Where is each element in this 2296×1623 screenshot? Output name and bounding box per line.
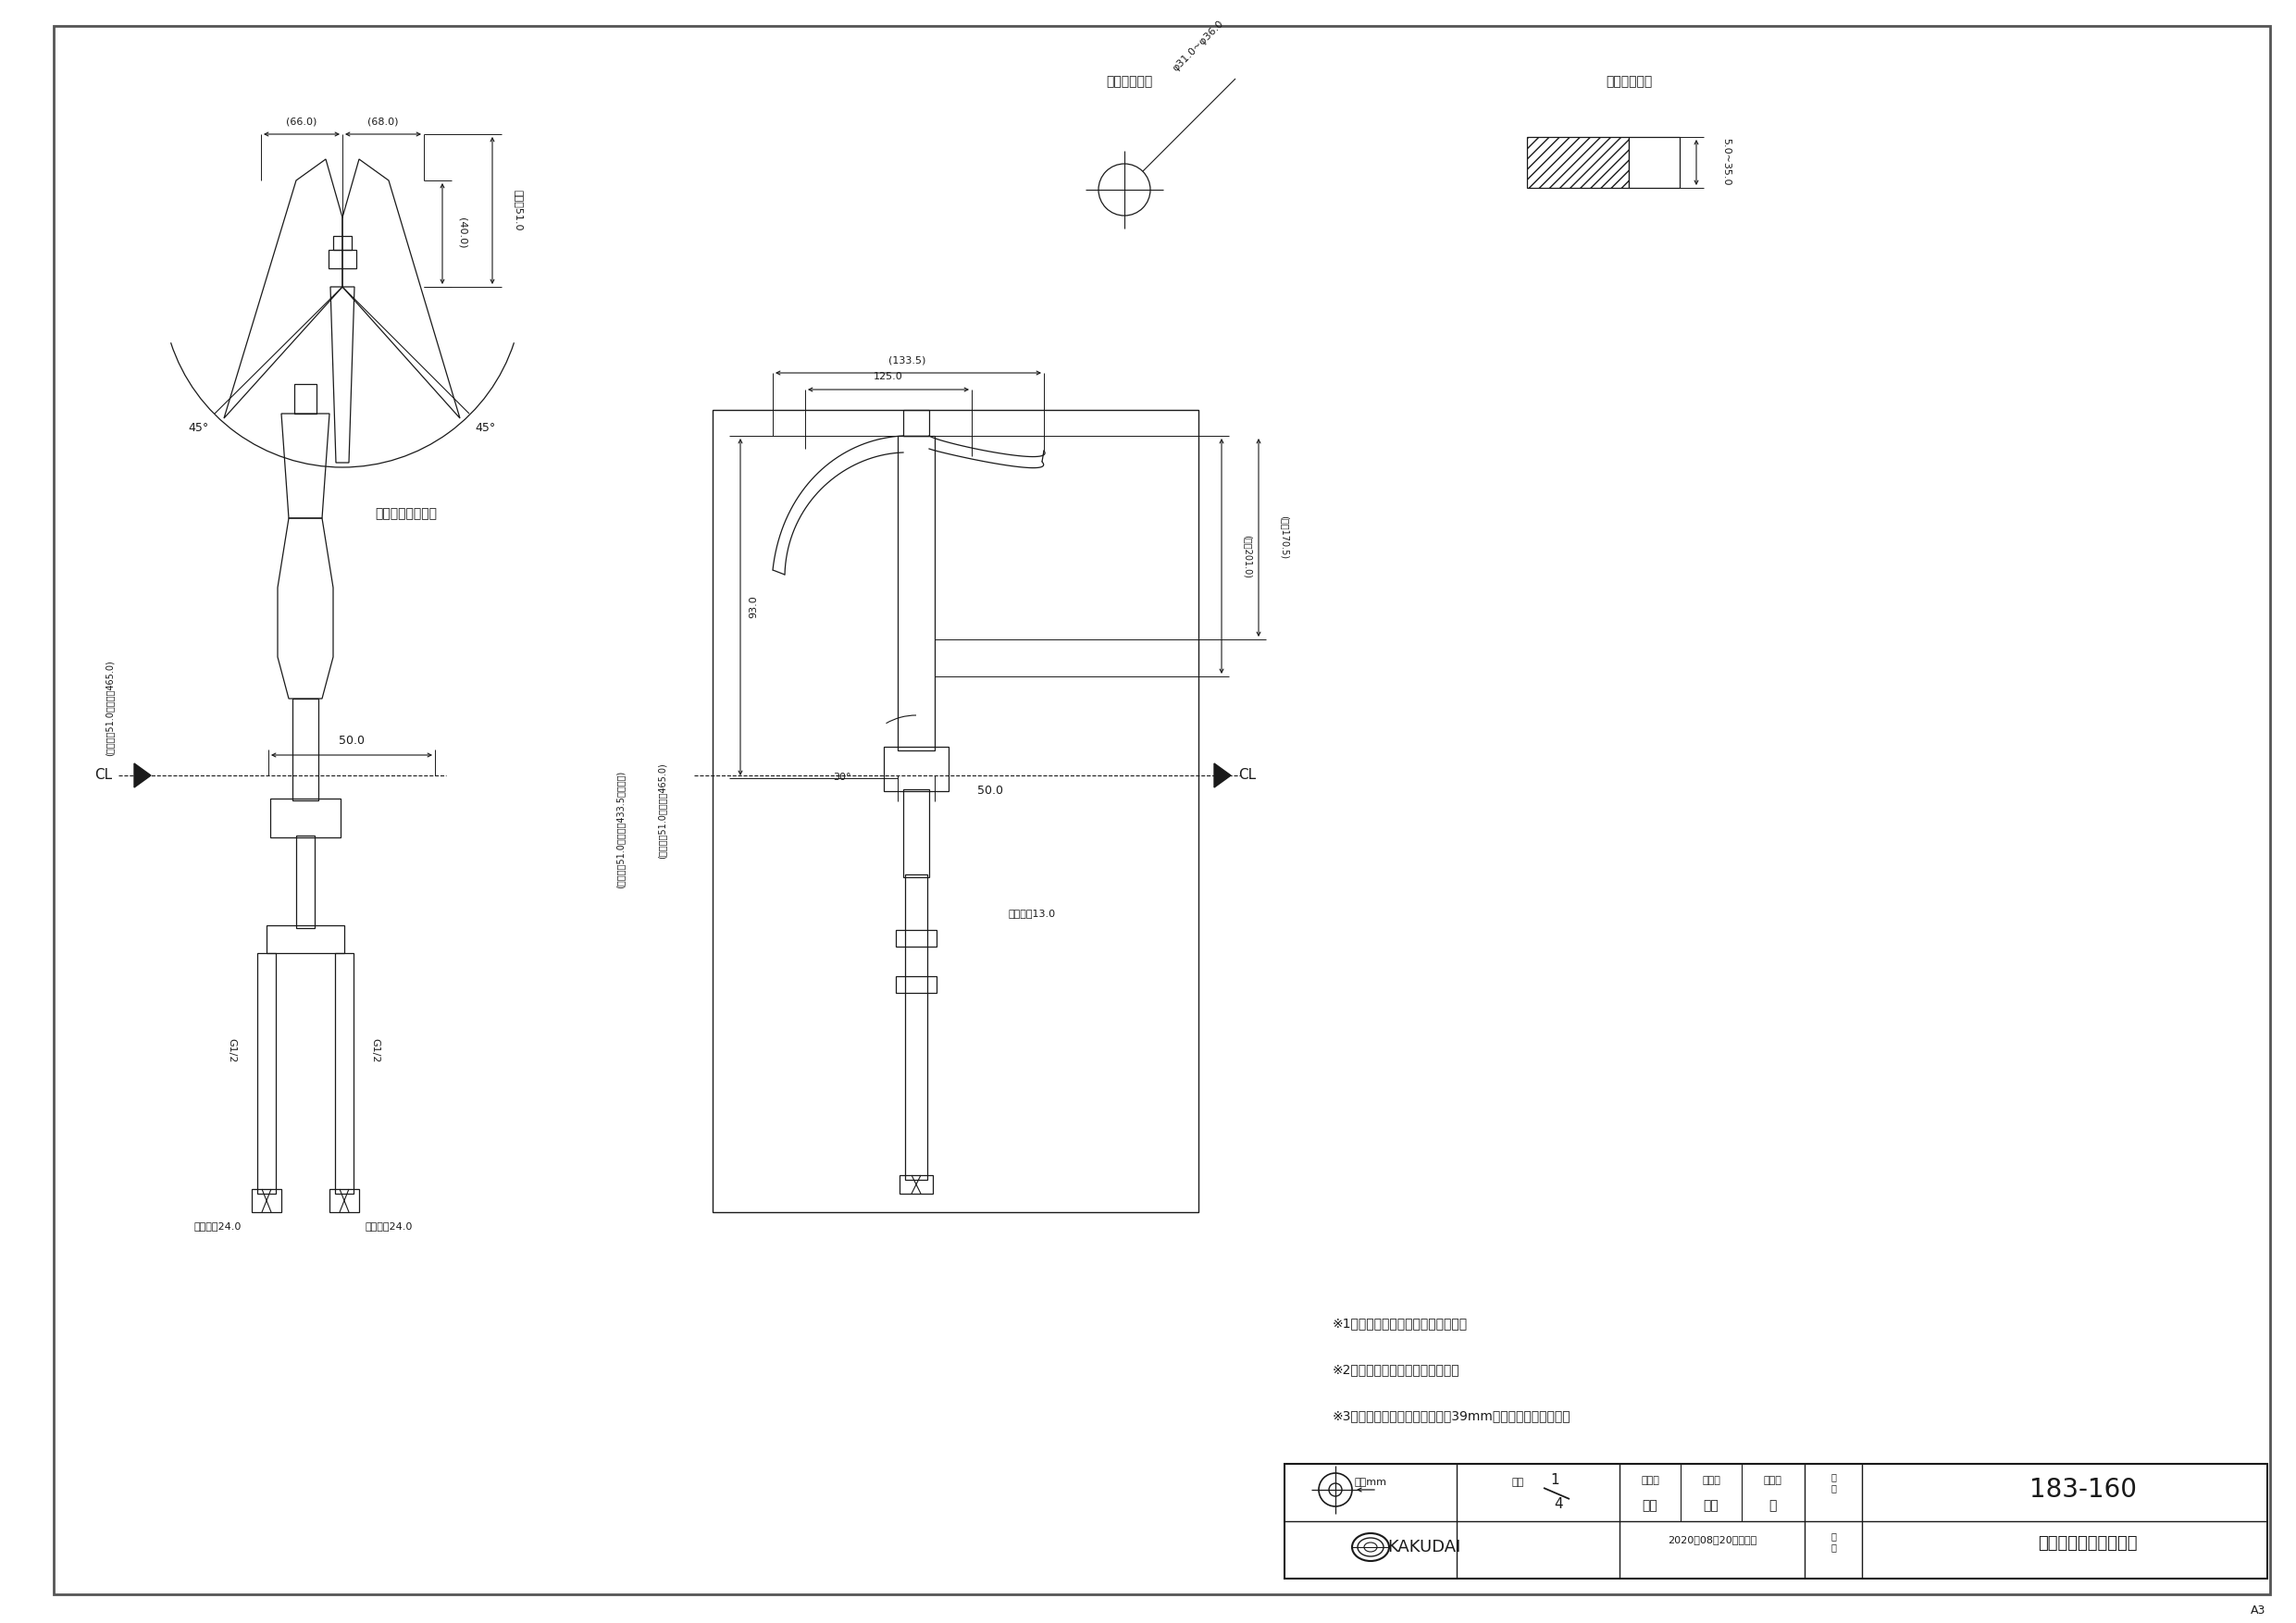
Text: 93.0: 93.0 xyxy=(748,596,758,618)
Text: 検　図: 検 図 xyxy=(1701,1475,1720,1485)
Text: 4: 4 xyxy=(1554,1498,1564,1511)
Text: (付属口径51.0より以下433.5　参考候): (付属口径51.0より以下433.5 参考候) xyxy=(615,771,625,888)
Text: KAKUDAI: KAKUDAI xyxy=(1387,1539,1460,1555)
Text: 30°: 30° xyxy=(833,773,852,782)
Text: ※1　（）内寸法は参考寸法である。: ※1 （）内寸法は参考寸法である。 xyxy=(1332,1316,1467,1329)
Text: 承　認: 承 認 xyxy=(1763,1475,1782,1485)
Bar xyxy=(895,975,937,993)
Bar xyxy=(253,1190,282,1212)
Text: 尺度: 尺度 xyxy=(1511,1477,1525,1487)
Text: 1: 1 xyxy=(1550,1472,1559,1487)
Bar xyxy=(257,953,276,1193)
Bar xyxy=(335,953,354,1193)
Bar xyxy=(271,799,340,837)
Text: 品
番: 品 番 xyxy=(1830,1472,1837,1492)
Text: 製　図: 製 図 xyxy=(1642,1475,1660,1485)
Text: (付属口径51.0より以下465.0): (付属口径51.0より以下465.0) xyxy=(106,661,115,756)
Text: (68.0): (68.0) xyxy=(367,117,400,127)
Text: (40.0): (40.0) xyxy=(459,217,468,248)
Bar xyxy=(294,385,317,414)
Bar xyxy=(333,235,351,250)
Bar xyxy=(712,411,1199,1212)
Bar xyxy=(900,1175,932,1193)
Bar xyxy=(292,698,319,800)
Text: 六角対辺13.0: 六角対辺13.0 xyxy=(1008,909,1056,919)
Text: G1/2: G1/2 xyxy=(370,1039,379,1063)
Bar xyxy=(1628,136,1681,188)
Text: 山田: 山田 xyxy=(1704,1500,1720,1513)
Text: ハンドル回転角度: ハンドル回転角度 xyxy=(374,506,436,519)
Text: A3: A3 xyxy=(2250,1604,2266,1617)
Text: 六角対辺24.0: 六角対辺24.0 xyxy=(193,1222,241,1230)
Bar xyxy=(296,836,315,928)
Text: 品
名: 品 名 xyxy=(1830,1532,1837,1552)
Bar xyxy=(266,925,344,953)
Text: φ31.0~φ36.0: φ31.0~φ36.0 xyxy=(1171,19,1226,73)
Text: 単位mm: 単位mm xyxy=(1355,1477,1387,1487)
Bar xyxy=(1527,136,1628,188)
Bar xyxy=(328,1190,358,1212)
Bar xyxy=(884,747,948,790)
Bar xyxy=(895,930,937,946)
Text: (133.5): (133.5) xyxy=(889,355,925,365)
Text: 祝: 祝 xyxy=(1768,1500,1777,1513)
Text: 50.0: 50.0 xyxy=(340,734,365,747)
Bar xyxy=(902,411,930,437)
Text: 50.0: 50.0 xyxy=(978,786,1003,797)
Bar xyxy=(328,250,356,268)
Bar xyxy=(898,437,934,750)
Text: ※2　止水栓を必ず設置すること。: ※2 止水栓を必ず設置すること。 xyxy=(1332,1363,1460,1376)
Bar xyxy=(905,875,928,1180)
Text: (付属口径51.0より以下465.0): (付属口径51.0より以下465.0) xyxy=(657,763,666,859)
Text: G1/2: G1/2 xyxy=(227,1039,236,1063)
Text: 幅内尺51.0: 幅内尺51.0 xyxy=(514,190,523,230)
Text: ※3　ブレードホースは曲げ半径39mm以上を確保すること。: ※3 ブレードホースは曲げ半径39mm以上を確保すること。 xyxy=(1332,1409,1570,1422)
Text: 2020年08月20日　作成: 2020年08月20日 作成 xyxy=(1667,1535,1756,1545)
Text: 天板取付稴径: 天板取付稴径 xyxy=(1107,75,1153,88)
Polygon shape xyxy=(133,763,152,787)
Text: シングルレバー混合栓: シングルレバー混合栓 xyxy=(2039,1535,2138,1552)
Text: 黒崎: 黒崎 xyxy=(1642,1500,1658,1513)
Text: 125.0: 125.0 xyxy=(875,372,902,381)
Text: CL: CL xyxy=(1238,768,1256,782)
Text: (本体170.5): (本体170.5) xyxy=(1279,516,1288,560)
Bar xyxy=(902,789,930,876)
Text: 六角対辺24.0: 六角対辺24.0 xyxy=(365,1222,413,1230)
Text: 5.0~35.0: 5.0~35.0 xyxy=(1722,138,1731,185)
Text: 天板締付範囲: 天板締付範囲 xyxy=(1605,75,1653,88)
Polygon shape xyxy=(1215,763,1231,787)
Text: 45°: 45° xyxy=(188,422,209,433)
Text: (合計201.0): (合計201.0) xyxy=(1242,534,1251,578)
Text: 183-160: 183-160 xyxy=(2030,1477,2138,1503)
Text: 45°: 45° xyxy=(475,422,496,433)
Text: (66.0): (66.0) xyxy=(287,117,317,127)
Text: CL: CL xyxy=(94,768,113,782)
Bar xyxy=(1283,1464,2268,1579)
